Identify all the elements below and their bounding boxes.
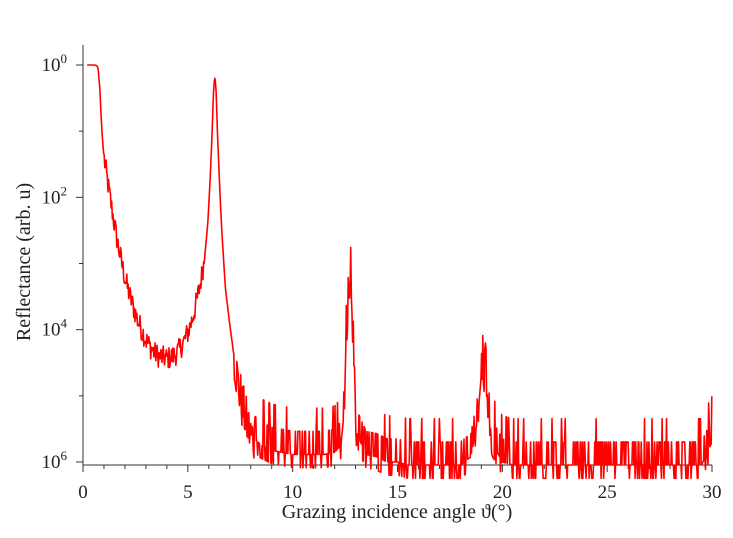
x-tick-label: 20	[493, 482, 512, 503]
y-tick-label: 106	[42, 448, 68, 473]
y-tick-label: 100	[42, 51, 68, 76]
x-tick-label: 10	[283, 482, 302, 503]
plot-area	[87, 64, 713, 480]
axes	[82, 45, 712, 466]
x-tick-label: 0	[78, 482, 88, 503]
y-tick-label: 104	[42, 316, 68, 341]
ticks	[76, 64, 713, 472]
x-tick-label: 30	[703, 482, 722, 503]
x-tick-label: 25	[598, 482, 617, 503]
x-axis-title: Grazing incidence angle ϑ(°)	[282, 501, 513, 523]
y-tick-label: 102	[42, 183, 68, 208]
x-tick-label: 15	[388, 482, 407, 503]
tick-labels: 0 5 10 15 20 25 30 100 102 104 106	[42, 51, 722, 503]
y-axis-title: Reflectance (arb. u)	[13, 183, 35, 341]
series-line-0	[87, 64, 713, 480]
x-tick-label: 5	[183, 482, 193, 503]
